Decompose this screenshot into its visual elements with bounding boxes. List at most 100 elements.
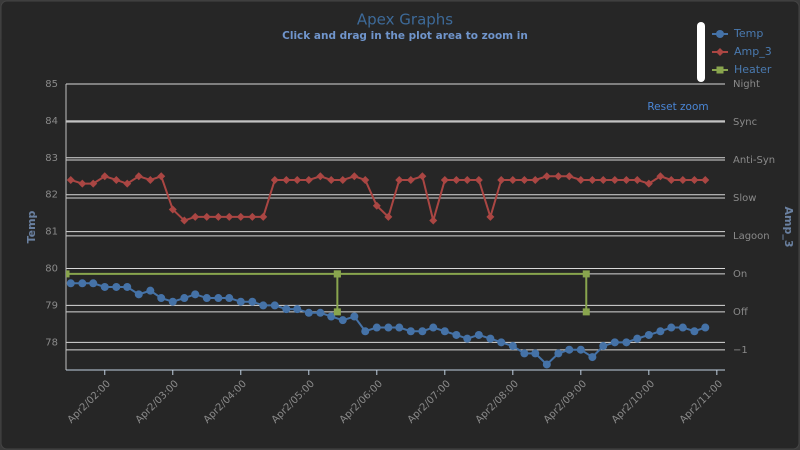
point — [146, 286, 155, 295]
legend-symbol — [716, 48, 724, 56]
point — [622, 175, 631, 184]
point — [248, 212, 257, 221]
y2-tick-label: −1 — [733, 345, 748, 356]
point — [395, 175, 404, 184]
point — [146, 175, 155, 184]
point — [333, 308, 341, 316]
point — [191, 212, 200, 221]
point — [112, 282, 121, 291]
point — [168, 205, 177, 214]
point — [78, 279, 87, 288]
point — [678, 323, 687, 332]
point — [452, 330, 461, 339]
point — [474, 330, 483, 339]
reset-zoom-button[interactable]: Reset zoom — [647, 101, 708, 113]
point — [180, 294, 189, 303]
point — [350, 172, 359, 181]
point — [78, 179, 87, 188]
point — [384, 212, 393, 221]
point — [214, 212, 223, 221]
y2-tick-label: Anti-Syn — [733, 155, 775, 166]
point — [486, 334, 495, 343]
y2-axis-title: Amp_3 — [782, 206, 795, 247]
point — [304, 308, 313, 317]
point — [350, 312, 359, 321]
point — [282, 305, 291, 314]
point — [191, 290, 200, 299]
point — [554, 172, 563, 181]
legend-label[interactable]: Temp — [733, 27, 763, 40]
point — [701, 175, 710, 184]
point — [293, 305, 302, 314]
point — [100, 282, 109, 291]
point — [440, 327, 449, 336]
point — [701, 323, 710, 332]
point — [610, 338, 619, 347]
y-tick-label: 82 — [45, 190, 58, 201]
point — [576, 345, 585, 354]
point — [327, 312, 336, 321]
point — [656, 172, 665, 181]
point — [644, 330, 653, 339]
point — [89, 279, 98, 288]
point — [202, 212, 211, 221]
point — [372, 201, 381, 210]
legend-label[interactable]: Amp_3 — [734, 45, 772, 58]
point — [66, 175, 75, 184]
point — [588, 353, 597, 362]
y-tick-label: 80 — [45, 264, 58, 275]
point — [316, 172, 325, 181]
y-tick-label: 85 — [45, 79, 58, 90]
y-tick-label: 84 — [45, 116, 58, 127]
legend-label[interactable]: Heater — [734, 63, 772, 76]
y2-tick-label: Night — [733, 79, 760, 90]
point — [418, 327, 427, 336]
point — [293, 175, 302, 184]
point — [214, 294, 223, 303]
point — [690, 175, 699, 184]
point — [270, 301, 279, 310]
point — [599, 175, 608, 184]
point — [633, 334, 642, 343]
point — [508, 175, 517, 184]
point — [520, 175, 529, 184]
legend-scrollbar[interactable] — [697, 22, 705, 82]
point — [678, 175, 687, 184]
chart-title: Apex Graphs — [357, 11, 453, 29]
point — [259, 301, 268, 310]
y2-tick-label: Off — [733, 307, 749, 318]
legend-symbol — [716, 30, 724, 38]
y-tick-label: 83 — [45, 153, 58, 164]
point — [576, 175, 585, 184]
point — [157, 172, 166, 181]
point — [554, 349, 563, 358]
point — [202, 294, 211, 303]
point — [270, 175, 279, 184]
legend-symbol — [716, 66, 724, 74]
point — [304, 175, 313, 184]
point — [100, 172, 109, 181]
point — [644, 179, 653, 188]
chart-subtitle: Click and drag in the plot area to zoom … — [282, 30, 528, 42]
y2-tick-label: Lagoon — [733, 231, 770, 242]
point — [542, 172, 551, 181]
point — [89, 179, 98, 188]
legend: Temp Amp_3 Heater — [712, 27, 772, 76]
point — [384, 323, 393, 332]
point — [474, 175, 483, 184]
point — [225, 212, 234, 221]
point — [599, 342, 608, 351]
y2-tick-label: On — [733, 269, 747, 280]
point — [531, 349, 540, 358]
point — [508, 342, 517, 351]
point — [361, 327, 370, 336]
point — [690, 327, 699, 336]
point — [168, 297, 177, 306]
point — [565, 345, 574, 354]
point — [395, 323, 404, 332]
point — [406, 327, 415, 336]
point — [429, 323, 438, 332]
point — [259, 212, 268, 221]
point — [667, 175, 676, 184]
